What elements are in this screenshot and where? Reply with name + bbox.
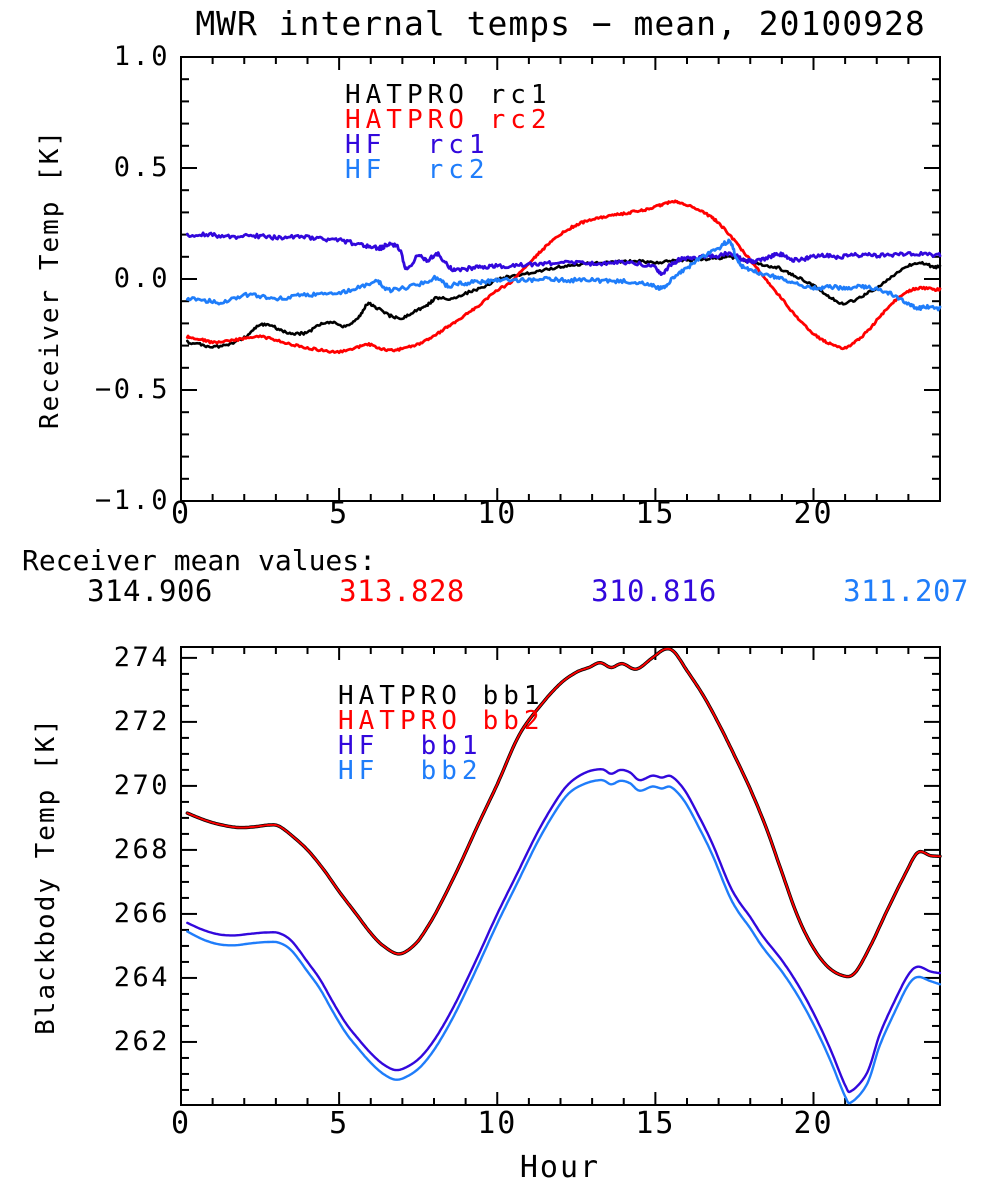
series-hf-rc1 [185,231,942,276]
y-tick-label: −1.0 [94,485,170,516]
x-tick-label: 20 [793,1106,834,1141]
y-tick-label: 0.0 [113,263,170,294]
y-tick-label: 272 [113,705,170,737]
y-tick-label: 262 [113,1025,170,1057]
legend-entry-hf-rc2: HF rc2 [345,155,490,185]
x-tick-label: 5 [329,1106,350,1141]
series-hatpro-rc1 [186,254,942,349]
x-tick-label: 15 [635,1106,676,1141]
series-hatpro-bb2 [186,647,941,978]
legend-entry-hatpro-rc1: HATPRO rc1 [345,80,552,110]
y-tick-label: −0.5 [94,374,170,405]
x-tick-label: 10 [477,496,518,531]
mean-value-4: 311.207 [843,574,969,608]
series-hatpro-rc2 [185,199,942,355]
x-tick-label: 10 [477,1106,518,1141]
x-tick-label: 5 [329,496,350,531]
y-tick-label: 268 [113,833,170,865]
chart-2 [180,646,942,1106]
y-tick-label: 274 [113,641,170,673]
mean-values-label: Receiver mean values: [22,544,377,577]
legend-entry-hatpro-bb1: HATPRO bb1 [338,681,545,711]
series-hf-bb1 [186,768,942,1094]
legend-entry-hf-rc1: HF rc1 [345,130,490,160]
y-tick-label: 0.5 [113,152,170,183]
x-tick-label: 0 [170,1106,192,1141]
chart1-title: MWR internal temps − mean, 20100928 [195,4,926,43]
mean-value-1: 314.906 [87,574,213,608]
series-hf-bb2 [186,778,942,1105]
legend-entry-hf-bb2: HF bb2 [338,756,483,786]
y-tick-label: 1.0 [113,41,170,72]
legend-entry-hatpro-bb2: HATPRO bb2 [338,706,545,736]
chart-1 [180,56,942,502]
plot-frame [180,646,941,1106]
y-tick-label: 266 [113,897,170,929]
series-hatpro-bb1 [185,647,942,979]
y-tick-label: 270 [113,769,170,801]
legend-entry-hf-bb1: HF bb1 [338,731,483,761]
mean-value-2: 313.828 [339,574,465,608]
mean-value-3: 310.816 [591,574,717,608]
y-tick-label: 264 [113,961,170,993]
x-tick-label: 15 [635,496,676,531]
series-hf-rc2 [185,238,942,312]
legend-entry-hatpro-rc2: HATPRO rc2 [345,105,552,135]
x-tick-label: 0 [170,496,192,531]
chart2-x-axis-label: Hour [519,1150,601,1185]
x-tick-label: 20 [793,496,834,531]
